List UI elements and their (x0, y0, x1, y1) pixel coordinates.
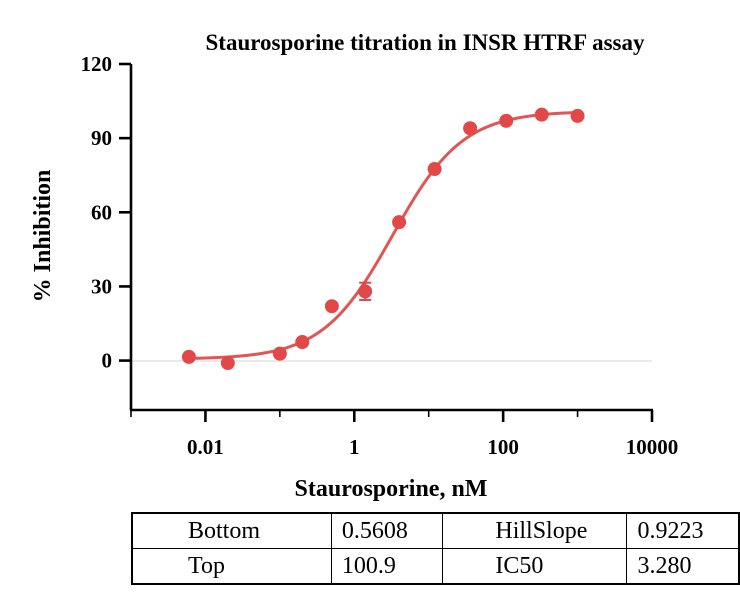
y-axis-label: % Inhibition (30, 170, 56, 303)
table-cell: 0.5608 (330, 512, 444, 549)
data-point (534, 107, 549, 122)
data-points (181, 107, 585, 371)
data-point (463, 121, 478, 136)
x-tick-label: 100 (487, 435, 519, 459)
x-tick-label: 0.01 (187, 435, 224, 459)
table-cell: Bottom (131, 512, 332, 549)
table-cell: 3.280 (626, 548, 740, 585)
y-tick-label: 120 (81, 52, 113, 76)
table-cell: IC50 (442, 548, 628, 585)
y-tick-label: 30 (91, 274, 112, 298)
fit-parameters-table: Bottom 0.5608 HillSlope 0.9223 Top 100.9… (131, 512, 740, 585)
data-point (392, 215, 407, 230)
data-point (181, 349, 196, 364)
table-cell: HillSlope (442, 512, 628, 549)
data-point (272, 346, 287, 361)
table-cell: Top (131, 548, 332, 585)
x-tick-label: 10000 (626, 435, 679, 459)
x-axis-label: Staurosporine, nM (295, 476, 488, 502)
data-point (358, 284, 373, 299)
x-major-ticks: 0.01 1 100 10000 (187, 410, 678, 459)
table-row: Bottom 0.5608 HillSlope 0.9223 (131, 512, 740, 549)
table-row: Top 100.9 IC50 3.280 (131, 548, 740, 585)
y-tick-label: 90 (91, 126, 112, 150)
data-point (295, 335, 310, 350)
y-ticks: 0 30 60 90 120 (81, 52, 131, 373)
table-cell: 100.9 (330, 548, 444, 585)
y-tick-label: 0 (102, 349, 113, 373)
data-point (324, 299, 339, 314)
data-point (570, 108, 585, 123)
table-cell: 0.9223 (626, 512, 740, 549)
y-tick-label: 60 (91, 200, 112, 224)
data-point (427, 162, 442, 177)
fit-curve (188, 110, 578, 360)
chart-title: Staurosporine titration in INSR HTRF ass… (206, 30, 645, 55)
data-point (220, 356, 235, 371)
data-point (499, 113, 514, 128)
x-tick-label: 1 (349, 435, 360, 459)
